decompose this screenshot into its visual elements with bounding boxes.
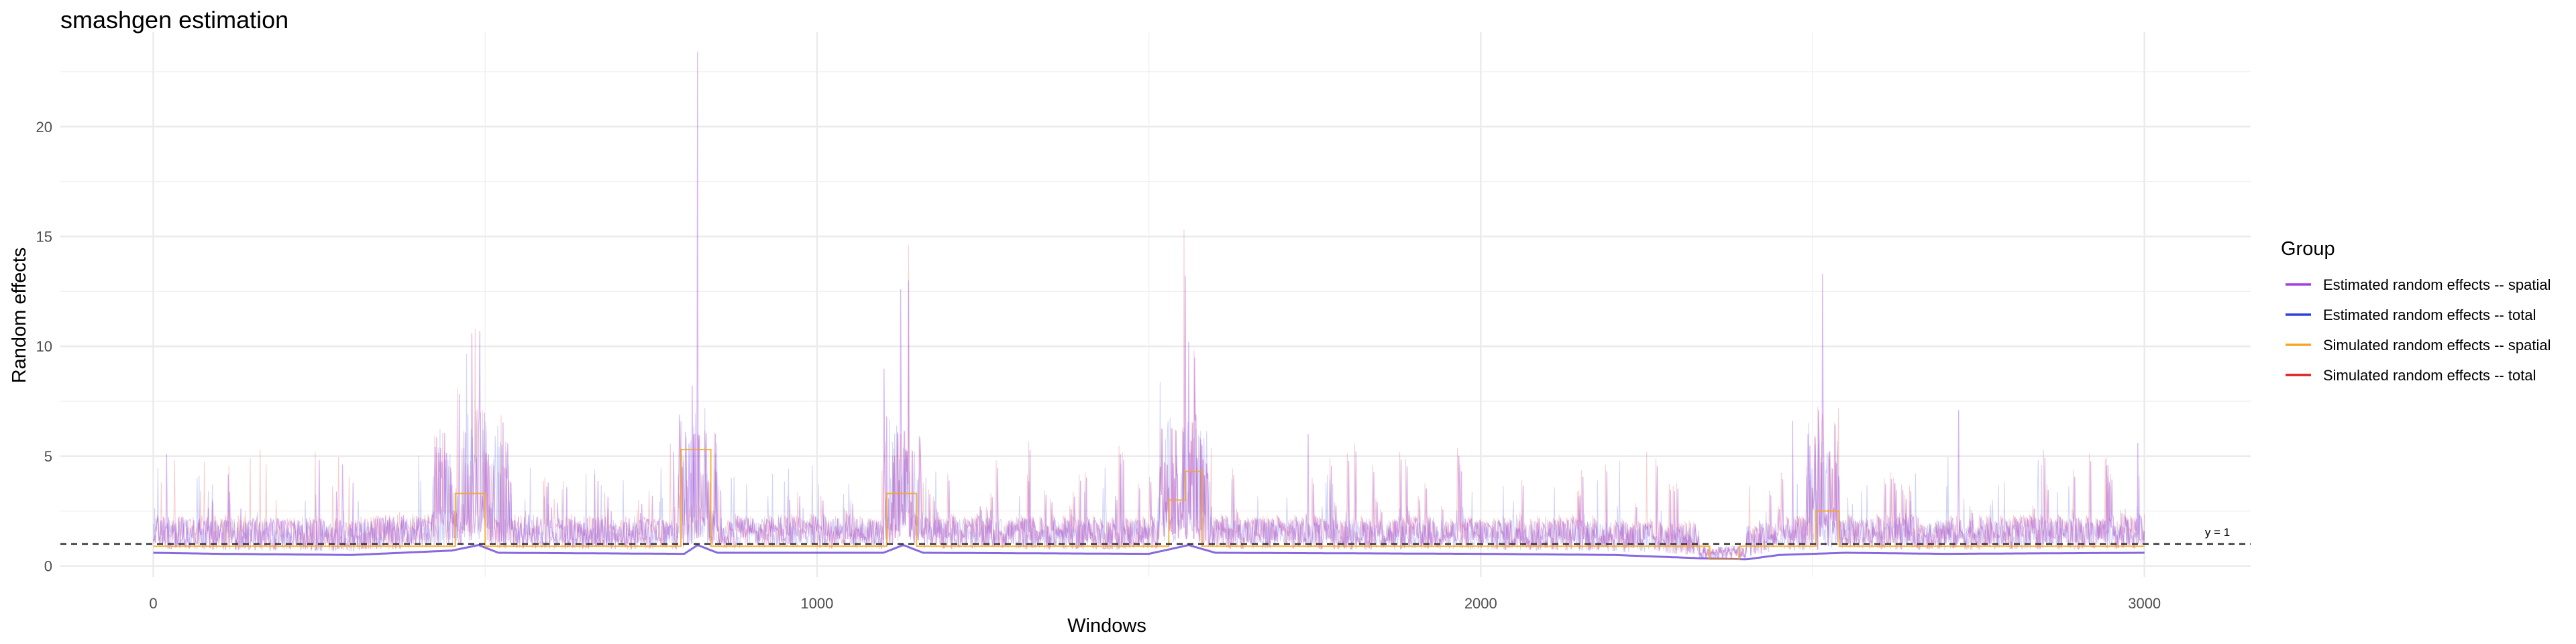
y-tick-label: 5 xyxy=(44,448,52,465)
x-tick-label: 1000 xyxy=(800,595,833,612)
series-simulated-spatial xyxy=(153,449,2145,560)
y-axis-ticks: 0 5 10 15 20 xyxy=(36,119,52,575)
legend-label: Estimated random effects -- total xyxy=(2323,307,2536,323)
x-axis-ticks: 0 1000 2000 3000 xyxy=(149,595,2161,612)
reference-line-label: y = 1 xyxy=(2205,526,2230,539)
legend-title: Group xyxy=(2281,238,2335,260)
x-tick-label: 2000 xyxy=(1464,595,1497,612)
y-tick-label: 15 xyxy=(36,229,52,246)
reference-line-layer: y = 1 xyxy=(60,526,2251,545)
legend-item: Estimated random effects -- total xyxy=(2286,307,2536,323)
y-tick-label: 10 xyxy=(36,338,52,355)
legend-item: Estimated random effects -- spatial xyxy=(2286,276,2551,293)
y-axis-label: Random effects xyxy=(9,248,30,384)
series-estimated-baseline xyxy=(153,543,2145,561)
x-tick-label: 0 xyxy=(149,595,157,612)
legend-item: Simulated random effects -- total xyxy=(2286,367,2536,384)
legend-label: Simulated random effects -- spatial xyxy=(2323,337,2551,354)
x-tick-label: 3000 xyxy=(2128,595,2161,612)
legend-label: Estimated random effects -- spatial xyxy=(2323,276,2551,293)
grid xyxy=(60,32,2251,577)
chart-title: smashgen estimation xyxy=(60,6,288,34)
legend-label: Simulated random effects -- total xyxy=(2323,367,2536,384)
legend: Group Estimated random effects -- spatia… xyxy=(2281,238,2551,384)
series-layer xyxy=(152,52,2145,561)
legend-item: Simulated random effects -- spatial xyxy=(2286,337,2551,354)
x-axis-label: Windows xyxy=(1067,615,1146,637)
legend-items: Estimated random effects -- spatial Estim… xyxy=(2286,276,2551,384)
y-tick-label: 0 xyxy=(44,558,52,575)
y-tick-label: 20 xyxy=(36,119,52,136)
